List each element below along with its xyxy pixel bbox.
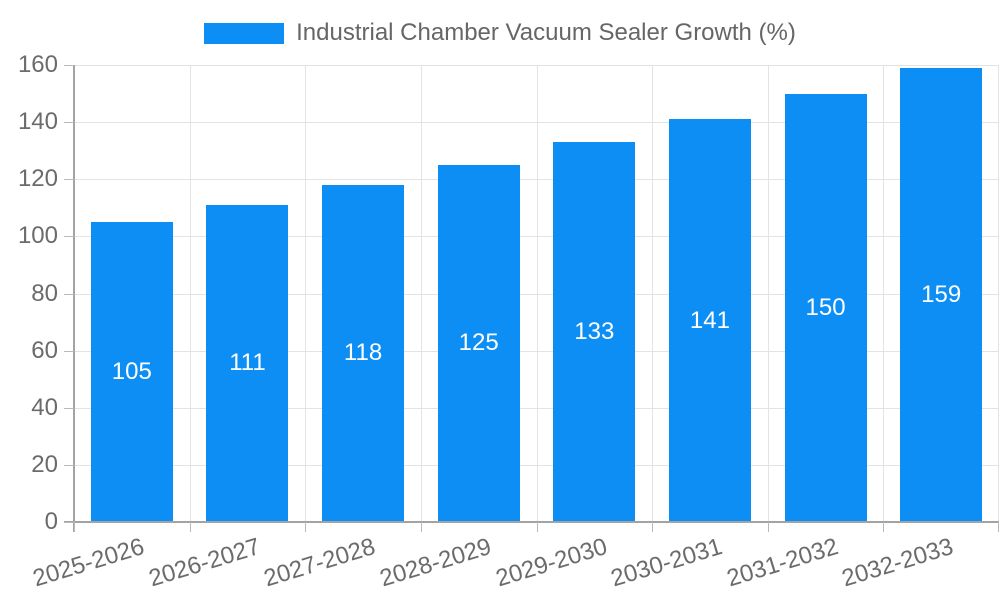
y-tick-label: 140 [17, 108, 58, 136]
x-tick-mark [883, 522, 885, 532]
bar-value-label: 111 [229, 349, 266, 377]
legend: Industrial Chamber Vacuum Sealer Growth … [0, 19, 1000, 46]
legend-label: Industrial Chamber Vacuum Sealer Growth … [296, 19, 796, 46]
bar-value-label: 133 [574, 318, 615, 346]
bar: 125 [437, 164, 520, 522]
bar: 118 [322, 184, 405, 522]
y-tick-mark [64, 65, 74, 66]
x-tick-label: 2029-2030 [492, 533, 610, 593]
x-tick-mark [536, 522, 538, 532]
x-tick-mark [189, 522, 191, 532]
y-tick-label: 20 [31, 450, 58, 478]
v-gridline [420, 65, 422, 522]
y-axis-labels: 0 20 40 60 80 100 120 140 160 [0, 0, 58, 600]
x-tick-label: 2028-2029 [376, 533, 495, 593]
bar: 111 [206, 204, 289, 522]
bar-value-label: 159 [921, 280, 962, 308]
y-axis-line [73, 65, 75, 532]
y-tick-label: 0 [44, 508, 58, 535]
y-tick-mark [64, 236, 74, 238]
x-tick-mark [652, 522, 654, 532]
bar-value-label: 125 [458, 329, 499, 357]
bar-value-label: 141 [689, 306, 730, 334]
v-gridline [652, 65, 654, 522]
y-tick-mark [64, 522, 74, 523]
bar-value-label: 150 [805, 293, 846, 321]
x-tick-mark [420, 522, 422, 532]
v-gridline [536, 65, 538, 522]
bar: 150 [784, 93, 867, 522]
y-tick-mark [64, 293, 74, 295]
y-tick-mark [64, 179, 74, 181]
legend-swatch [204, 22, 285, 44]
x-tick-mark [74, 522, 75, 532]
y-tick-label: 160 [17, 51, 58, 78]
v-gridline [189, 65, 191, 522]
y-tick-label: 40 [31, 393, 58, 421]
v-gridline [767, 65, 769, 522]
bar-value-label: 118 [343, 339, 383, 367]
bar: 159 [900, 67, 983, 522]
bar: 133 [553, 142, 636, 522]
bar: 141 [668, 119, 751, 522]
y-tick-label: 100 [17, 222, 58, 250]
y-tick-mark [64, 464, 74, 466]
y-tick-mark [64, 407, 74, 409]
v-gridline [998, 65, 999, 522]
x-tick-label: 2027-2028 [261, 533, 379, 593]
y-tick-label: 80 [31, 279, 58, 307]
x-tick-mark [998, 522, 999, 532]
y-tick-label: 60 [31, 336, 58, 364]
x-tick-label: 2032-2033 [839, 533, 957, 593]
bar: 105 [90, 222, 173, 522]
x-tick-label: 2026-2027 [145, 533, 264, 593]
v-gridline [883, 65, 885, 522]
x-tick-mark [305, 522, 307, 532]
v-gridline [305, 65, 307, 522]
x-axis-line [64, 521, 999, 523]
bar-value-label: 105 [111, 358, 152, 386]
y-tick-mark [64, 122, 74, 124]
x-tick-mark [767, 522, 769, 532]
plot-area: 105 111 118 125 133 141 150 159 [74, 65, 999, 522]
x-tick-label: 2031-2032 [723, 533, 842, 593]
x-tick-label: 2030-2031 [607, 533, 726, 593]
y-tick-mark [64, 350, 74, 352]
y-tick-label: 120 [17, 165, 58, 193]
